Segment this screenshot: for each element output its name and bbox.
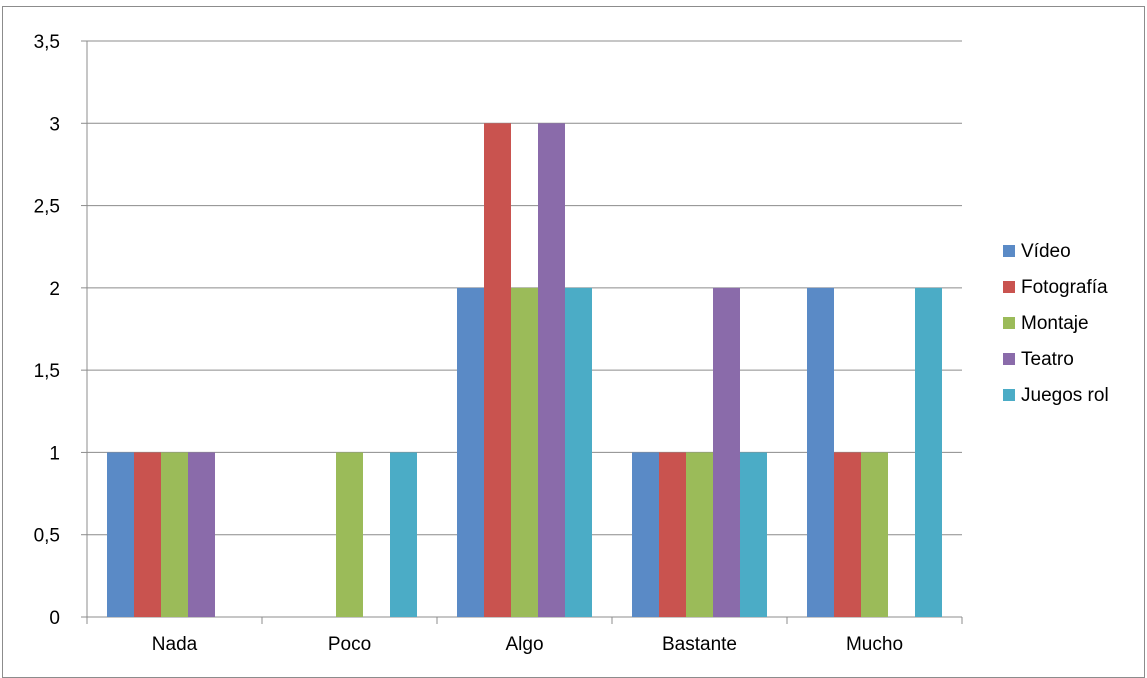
- legend-swatch: [1003, 245, 1015, 257]
- bar-vídeo-mucho: [807, 287, 834, 617]
- y-tick-label: 3,5: [34, 32, 60, 53]
- x-tick-label: Algo: [505, 634, 543, 655]
- bar-juegos-rol-poco: [390, 452, 417, 617]
- legend-swatch: [1003, 353, 1015, 365]
- bar-montaje-nada: [161, 452, 188, 617]
- bar-teatro-algo: [538, 123, 565, 618]
- bar-teatro-bastante: [713, 287, 740, 617]
- legend-swatch: [1003, 317, 1015, 329]
- y-tick-label: 3: [49, 114, 60, 135]
- bar-fotografía-nada: [134, 452, 161, 617]
- y-tick-label: 1: [49, 443, 60, 464]
- bar-montaje-mucho: [861, 452, 888, 617]
- y-tick-label: 0: [49, 608, 60, 629]
- y-tick-label: 2,5: [34, 197, 60, 218]
- legend-label: Vídeo: [1021, 241, 1071, 262]
- bar-montaje-poco: [336, 452, 363, 617]
- bar-fotografía-algo: [484, 123, 511, 618]
- x-tick-label: Poco: [328, 634, 371, 655]
- legend-swatch: [1003, 281, 1015, 293]
- legend-label: Fotografía: [1021, 277, 1108, 298]
- legend-label: Teatro: [1021, 349, 1074, 370]
- bar-juegos-rol-mucho: [915, 287, 942, 617]
- legend-swatch: [1003, 389, 1015, 401]
- legend-label: Montaje: [1021, 313, 1089, 334]
- x-tick-label: Nada: [152, 634, 198, 655]
- bar-montaje-bastante: [686, 452, 713, 617]
- bar-vídeo-algo: [457, 287, 484, 617]
- bar-teatro-nada: [188, 452, 215, 617]
- bar-fotografía-mucho: [834, 452, 861, 617]
- bar-fotografía-bastante: [659, 452, 686, 617]
- y-tick-label: 2: [49, 279, 60, 300]
- legend-label: Juegos rol: [1021, 385, 1109, 406]
- bar-juegos-rol-algo: [565, 287, 592, 617]
- bar-juegos-rol-bastante: [740, 452, 767, 617]
- bar-vídeo-bastante: [632, 452, 659, 617]
- x-tick-label: Mucho: [846, 634, 903, 655]
- bar-vídeo-nada: [107, 452, 134, 617]
- bar-montaje-algo: [511, 287, 538, 617]
- y-tick-label: 0,5: [34, 526, 60, 547]
- y-tick-label: 1,5: [34, 361, 60, 382]
- x-tick-label: Bastante: [662, 634, 737, 655]
